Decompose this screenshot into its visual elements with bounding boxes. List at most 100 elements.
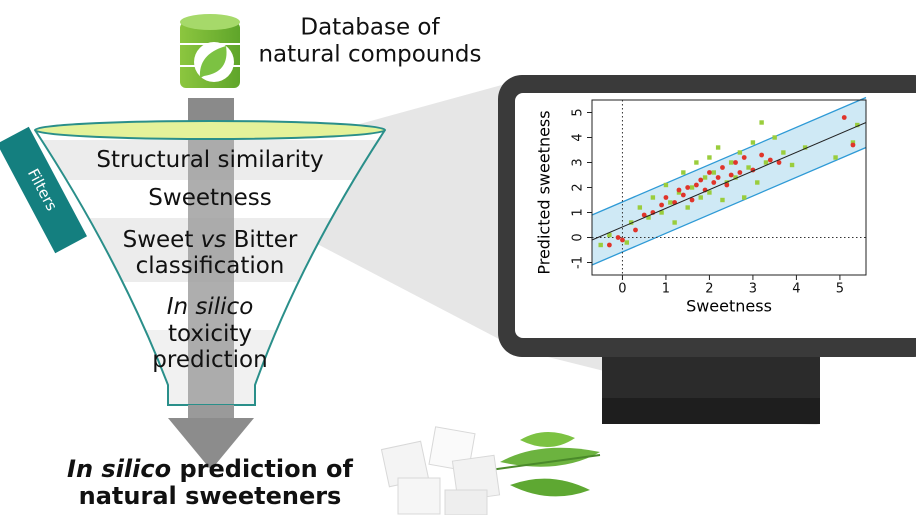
- database-icon: [180, 14, 240, 88]
- pipe-bottom: [188, 405, 234, 419]
- text-line: classification: [136, 253, 285, 279]
- text-segment: Structural similarity: [96, 147, 323, 173]
- band-edge: [591, 96, 867, 216]
- text-line: Structural similarity: [96, 147, 323, 173]
- point: [733, 160, 738, 165]
- point: [707, 155, 712, 160]
- scatter-plot: 0 1 2 3 4 5 -1 0 1 2 3 4 5 Sweetness Predicted sweetne…: [535, 96, 867, 316]
- y-tick-label: 0: [571, 233, 586, 241]
- point: [759, 152, 765, 158]
- point: [663, 182, 669, 188]
- fit-line: [591, 122, 867, 241]
- x-tick-label: 0: [618, 282, 626, 297]
- point: [833, 155, 838, 160]
- text-segment: toxicity: [168, 321, 252, 347]
- point: [676, 187, 682, 193]
- text-segment: Bitter: [226, 227, 298, 253]
- point: [733, 175, 738, 180]
- funnel-top: [34, 120, 386, 140]
- point: [598, 242, 603, 248]
- point: [672, 220, 677, 225]
- point: [676, 190, 682, 195]
- point: [850, 142, 856, 148]
- point: [689, 197, 695, 203]
- text-line: In silico prediction of: [67, 455, 353, 483]
- point: [693, 182, 699, 188]
- filter-steps: Structural similarity Sweetness Sweet vs B…: [96, 147, 323, 373]
- text-segment: classification: [136, 253, 285, 279]
- point: [646, 215, 651, 220]
- point: [624, 240, 629, 245]
- text-segment: natural sweeteners: [79, 482, 342, 510]
- point: [707, 170, 712, 175]
- database-label: natural compounds: [258, 42, 481, 68]
- point: [680, 192, 686, 198]
- text-line: In silico: [167, 294, 254, 320]
- text-segment: prediction of: [171, 455, 353, 483]
- point: [620, 237, 625, 243]
- point: [759, 120, 764, 125]
- point: [781, 150, 786, 155]
- arrow: [168, 418, 254, 470]
- point: [659, 202, 664, 208]
- point: [681, 170, 686, 175]
- point: [668, 200, 673, 205]
- point: [628, 220, 634, 225]
- point: [767, 157, 773, 163]
- point: [720, 197, 725, 203]
- point: [715, 145, 721, 150]
- point: [763, 160, 769, 165]
- y-tick-label: 5: [571, 108, 586, 116]
- point: [772, 135, 777, 140]
- point: [802, 145, 808, 150]
- point: [776, 160, 782, 165]
- text-line: Sweetness: [148, 185, 271, 211]
- point: [685, 205, 690, 210]
- point: [650, 195, 656, 200]
- point: [789, 162, 795, 168]
- database-label: Database of: [300, 15, 440, 41]
- point: [741, 155, 747, 160]
- filters-tab: Filters: [0, 126, 88, 254]
- y-tick-label: 2: [571, 183, 586, 191]
- point: [707, 190, 712, 195]
- point: [615, 235, 621, 240]
- point: [711, 180, 717, 185]
- text-line: toxicity: [168, 321, 252, 347]
- point: [689, 185, 695, 190]
- point: [607, 232, 612, 238]
- text-segment: Sweet: [123, 227, 201, 253]
- point: [746, 165, 751, 170]
- point: [855, 122, 860, 128]
- text-line: prediction: [152, 347, 267, 373]
- point: [702, 175, 708, 180]
- x-tick-label: 1: [662, 282, 670, 297]
- point: [698, 195, 703, 200]
- x-tick-label: 2: [705, 282, 713, 297]
- point: [698, 177, 704, 183]
- point: [742, 195, 747, 200]
- point: [737, 150, 743, 155]
- point: [659, 210, 664, 215]
- point: [694, 160, 699, 165]
- point: [711, 170, 716, 175]
- y-axis-label: Predicted sweetness: [535, 110, 554, 274]
- y-tick-label: 1: [571, 208, 586, 216]
- point: [663, 195, 669, 200]
- text-line: Sweet vs Bitter: [123, 227, 298, 253]
- text-segment: Sweetness: [148, 185, 271, 211]
- point: [720, 165, 725, 170]
- point: [606, 242, 612, 248]
- point: [641, 212, 647, 218]
- point: [728, 172, 734, 178]
- point: [685, 185, 691, 190]
- text-segment: In silico: [67, 455, 171, 483]
- point: [633, 227, 638, 233]
- x-tick-label: 4: [792, 282, 800, 297]
- y-tick-label: 3: [571, 158, 586, 166]
- text-segment: prediction: [152, 347, 267, 373]
- point: [724, 182, 730, 188]
- x-tick-label: 5: [836, 282, 844, 297]
